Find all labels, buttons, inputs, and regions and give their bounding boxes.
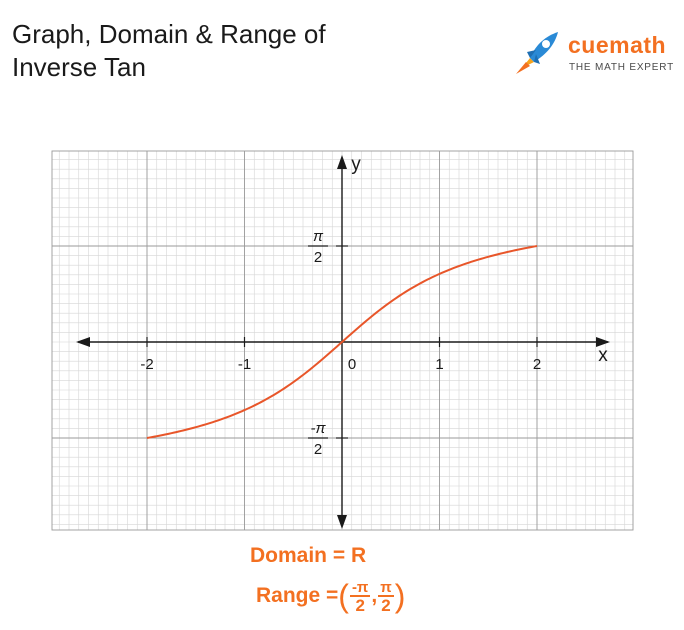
y-tick-denominator: 2: [314, 249, 322, 266]
grid-border: [51, 150, 634, 531]
range-label: Range =: [256, 584, 339, 608]
x-tick-label: 1: [435, 356, 443, 373]
range-lower-num: -π: [349, 579, 371, 597]
range-comma: ,: [371, 584, 378, 608]
range-lower-den: 2: [355, 596, 365, 615]
range-lower-fraction: -π 2: [349, 579, 371, 615]
close-paren: ): [394, 578, 406, 614]
y-tick-numerator: π: [313, 228, 324, 245]
page-title: Graph, Domain & Range of Inverse Tan: [12, 18, 326, 84]
range-annotation: Range =(-π 2, π 2): [256, 578, 405, 615]
x-axis-label: x: [598, 345, 608, 366]
tick-labels: x y -2 -1 0 1 2 π 2 -π 2: [140, 154, 608, 458]
range-upper-num: π: [378, 579, 394, 597]
x-axis-arrow-right: [596, 337, 610, 347]
domain-annotation: Domain = R: [250, 544, 367, 567]
brand-tagline: THE MATH EXPERT: [569, 62, 674, 73]
y-tick-denominator: 2: [314, 441, 322, 458]
range-upper-den: 2: [381, 596, 391, 615]
title-line-2: Inverse Tan: [12, 52, 146, 82]
y-axis-arrow-down: [337, 515, 347, 529]
brand-name: cuemath: [568, 32, 667, 58]
y-tick-numerator: -π: [310, 420, 326, 437]
open-paren: (: [338, 578, 349, 614]
x-tick-label: -2: [140, 356, 153, 373]
title-line-1: Graph, Domain & Range of: [12, 19, 326, 49]
x-tick-label: 0: [348, 356, 356, 373]
x-tick-label: 2: [533, 356, 541, 373]
rocket-icon: [516, 32, 558, 74]
curve-layer: [146, 245, 538, 439]
y-axis-label: y: [351, 154, 361, 175]
x-axis-arrow-left: [76, 337, 90, 347]
y-axis-arrow-up: [337, 155, 347, 169]
brand-logo: cuemath THE MATH EXPERT: [510, 28, 680, 78]
x-tick-label: -1: [238, 356, 251, 373]
arctan-curve: [146, 245, 538, 439]
